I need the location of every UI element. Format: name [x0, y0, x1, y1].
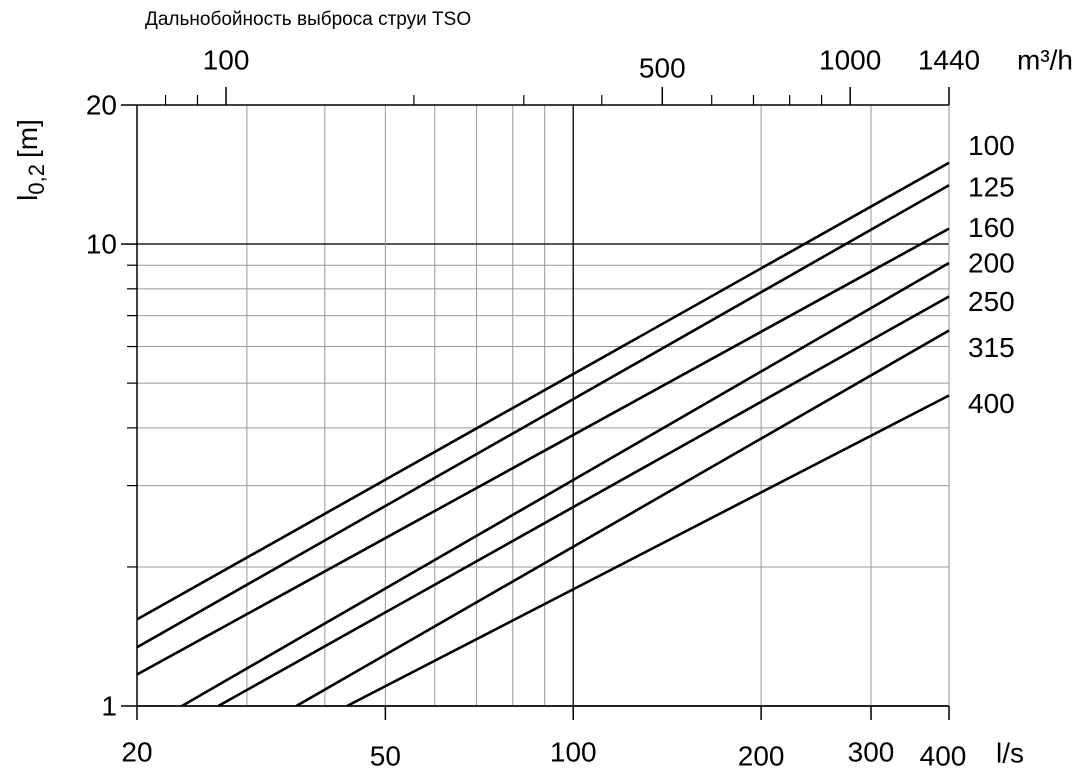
y-label-unit: [m] [12, 119, 43, 158]
series-line [136, 227, 950, 676]
series-line [181, 261, 950, 708]
series-line [346, 394, 950, 708]
x2-tick-label: 1000 [819, 44, 881, 75]
series-label: 400 [968, 388, 1015, 419]
x2-unit: m³/h [1017, 44, 1073, 75]
y-label-sub: 0,2 [24, 164, 49, 195]
y-tick-label: 10 [86, 228, 117, 259]
series-line [136, 184, 950, 649]
series-label: 315 [968, 332, 1015, 363]
series-label: 100 [968, 130, 1015, 161]
y-tick-label: 1 [101, 690, 117, 721]
series-label: 160 [968, 212, 1015, 243]
y-tick-label: 20 [86, 89, 117, 120]
x-tick-label: 200 [738, 740, 785, 771]
x2-tick-label: 100 [203, 44, 250, 75]
x-tick-label: 50 [370, 740, 401, 771]
y-label-main: l [12, 195, 43, 201]
series-line [136, 161, 950, 621]
x-tick-label: 100 [550, 736, 597, 767]
series-line [295, 329, 950, 708]
x2-tick-label: 500 [639, 52, 686, 83]
series-label: 200 [968, 247, 1015, 278]
x-tick-label: 20 [121, 736, 152, 767]
series-label: 125 [968, 172, 1015, 203]
x2-tick-label: 1440 [918, 44, 980, 75]
y-label: l0,2 [m] [12, 119, 48, 201]
x-tick-label: 300 [848, 736, 895, 767]
x-unit: l/s [996, 737, 1024, 768]
series-line [217, 295, 950, 708]
series-label: 250 [968, 286, 1015, 317]
x-tick-label: 400 [920, 740, 967, 771]
chart-title: Дальнобойность выброса струи TSO [145, 9, 471, 30]
